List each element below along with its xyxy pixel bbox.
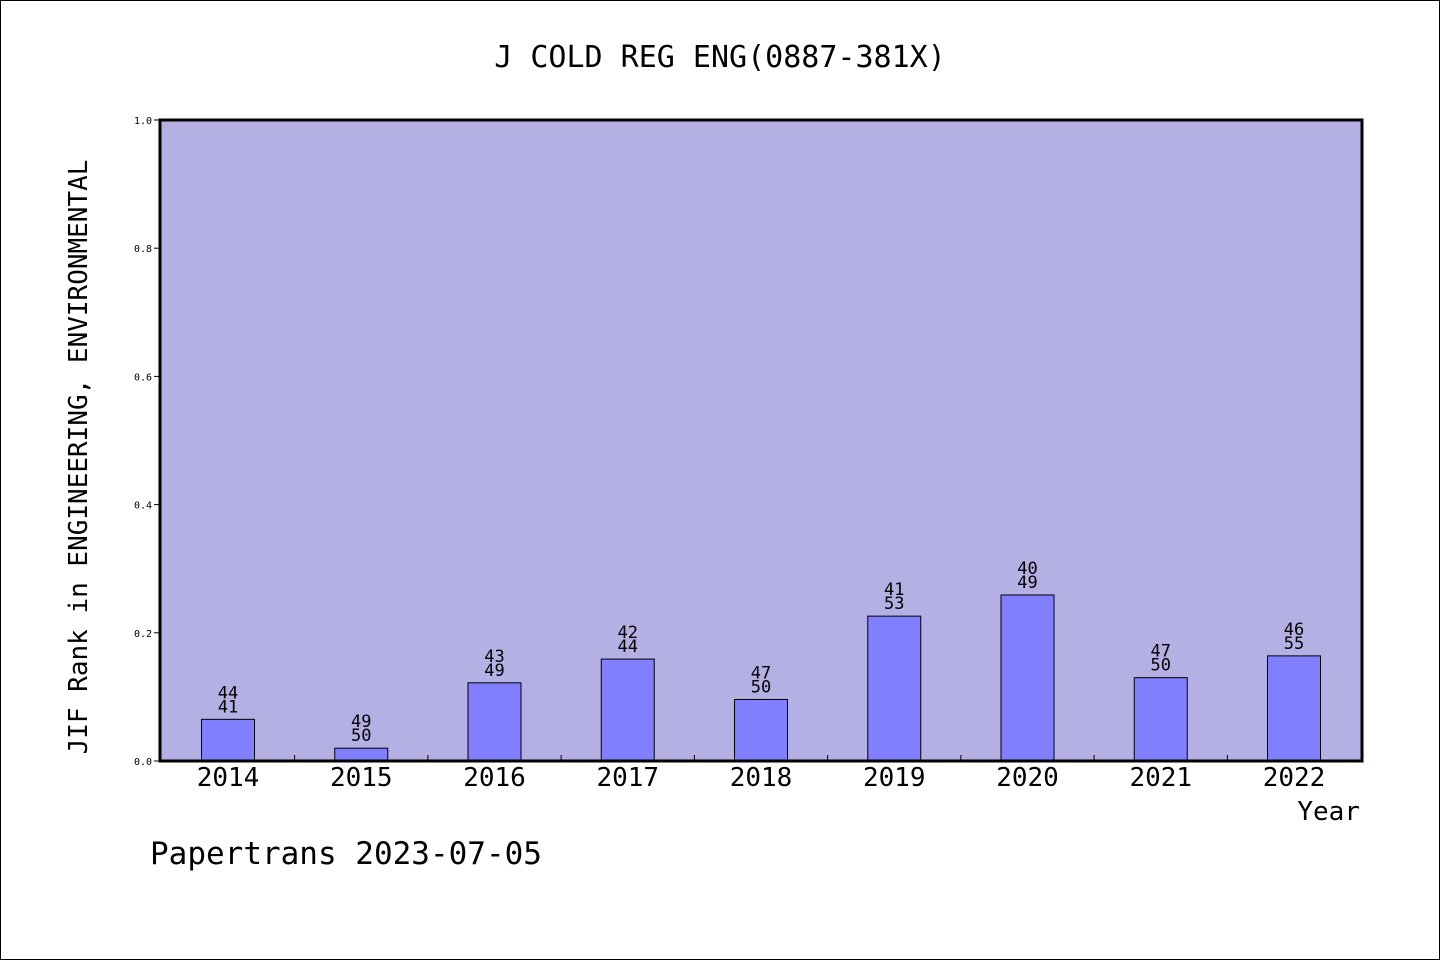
bars-group <box>201 594 1321 762</box>
bar-rank-label-2020: 40 <box>1017 559 1037 579</box>
bar-2020 <box>1000 594 1055 762</box>
bar-total-label-2015: 50 <box>351 726 371 746</box>
x-tick-label-2020: 2020 <box>996 763 1059 793</box>
x-tick-label-2021: 2021 <box>1129 763 1192 793</box>
chart-title: J COLD REG ENG(0887-381X) <box>494 40 946 75</box>
bar-total-label-2020: 49 <box>1017 573 1037 593</box>
footer-text: Papertrans 2023-07-05 <box>150 836 542 872</box>
x-tick-label-2016: 2016 <box>463 763 526 793</box>
y-axis: 0.0 0.2 0.4 0.6 0.8 1.0 <box>134 116 160 768</box>
bar-2015 <box>334 747 389 762</box>
bar-total-label-2017: 44 <box>618 637 638 657</box>
bar-rank-label-2019: 41 <box>884 580 904 600</box>
x-axis: 2014 2015 2016 2017 2018 2019 2020 2021 2022 <box>197 755 1326 793</box>
plot-area <box>160 120 1362 761</box>
y-tick-label-0.6: 0.6 <box>134 372 152 383</box>
x-tick-label-2015: 2015 <box>330 763 393 793</box>
x-tick-label-2022: 2022 <box>1263 763 1326 793</box>
bar-total-label-2014: 41 <box>218 697 238 717</box>
x-axis-label: Year <box>1297 797 1360 827</box>
bar-2022 <box>1267 655 1321 762</box>
bar-total-label-2018: 50 <box>751 677 771 697</box>
x-tick-label-2014: 2014 <box>197 763 260 793</box>
y-tick-label-0.8: 0.8 <box>134 244 152 255</box>
y-tick-label-1.0: 1.0 <box>134 116 152 127</box>
bar-2017 <box>600 658 655 762</box>
bar-rank-label-2016: 43 <box>484 647 504 667</box>
x-tick-label-2017: 2017 <box>596 763 659 793</box>
bar-total-label-2022: 55 <box>1284 634 1304 654</box>
bar-rank-label-2015: 49 <box>351 712 371 732</box>
plot-border <box>158 118 1364 763</box>
bar-total-label-2021: 50 <box>1151 656 1171 676</box>
y-tick-label-0.4: 0.4 <box>134 501 152 512</box>
bar-rank-label-2014: 44 <box>218 683 238 703</box>
bar-2018 <box>734 698 788 762</box>
bar-total-label-2016: 49 <box>484 661 504 681</box>
y-tick-label-0.2: 0.2 <box>134 629 152 640</box>
x-tick-label-2018: 2018 <box>730 763 793 793</box>
y-axis-label: JIF Rank in ENGINEERING, ENVIRONMENTAL <box>64 160 94 755</box>
bar-2014 <box>201 718 255 762</box>
bar-rank-label-2022: 46 <box>1284 620 1304 640</box>
bar-rank-label-2017: 42 <box>618 623 638 643</box>
bar-2016 <box>467 682 522 762</box>
x-tick-label-2019: 2019 <box>863 763 926 793</box>
bar-rank-label-2018: 47 <box>751 663 771 683</box>
bar-2021 <box>1133 677 1188 762</box>
bar-total-label-2019: 53 <box>884 594 904 614</box>
y-tick-label-0.0: 0.0 <box>134 757 152 768</box>
bar-rank-label-2021: 47 <box>1151 642 1171 662</box>
bar-2019 <box>867 615 922 762</box>
